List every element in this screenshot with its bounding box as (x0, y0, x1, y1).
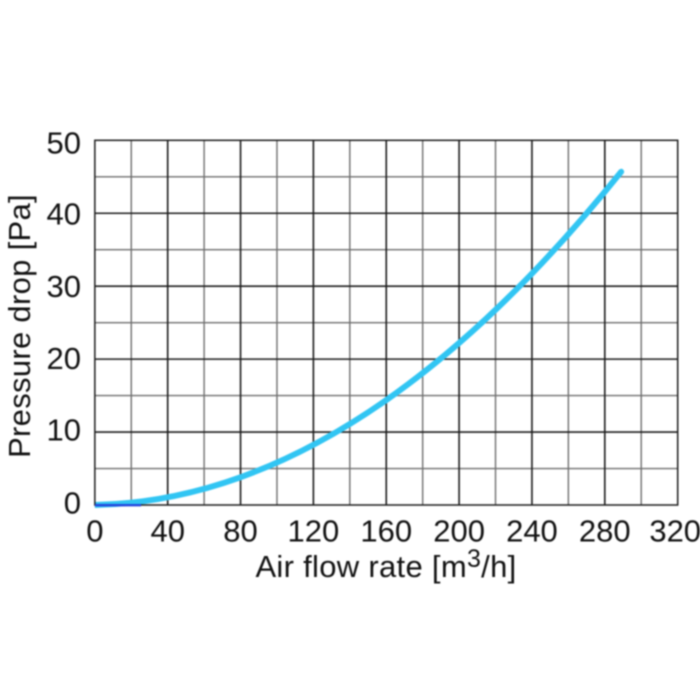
svg-text:30: 30 (47, 269, 81, 304)
svg-text:Air flow rate [m3/h]: Air flow rate [m3/h] (255, 545, 516, 584)
svg-text:50: 50 (47, 125, 81, 160)
svg-text:40: 40 (47, 197, 81, 232)
svg-text:80: 80 (223, 514, 257, 549)
svg-text:320: 320 (649, 514, 700, 549)
svg-text:240: 240 (506, 514, 558, 549)
svg-text:20: 20 (47, 341, 81, 376)
svg-text:160: 160 (360, 514, 412, 549)
svg-text:0: 0 (86, 514, 103, 549)
svg-text:120: 120 (288, 514, 340, 549)
svg-text:Pressure drop [Pa]: Pressure drop [Pa] (2, 194, 37, 458)
svg-text:10: 10 (47, 413, 81, 448)
svg-text:40: 40 (150, 514, 184, 549)
svg-text:280: 280 (579, 514, 631, 549)
svg-text:0: 0 (64, 486, 81, 521)
svg-text:200: 200 (433, 514, 485, 549)
